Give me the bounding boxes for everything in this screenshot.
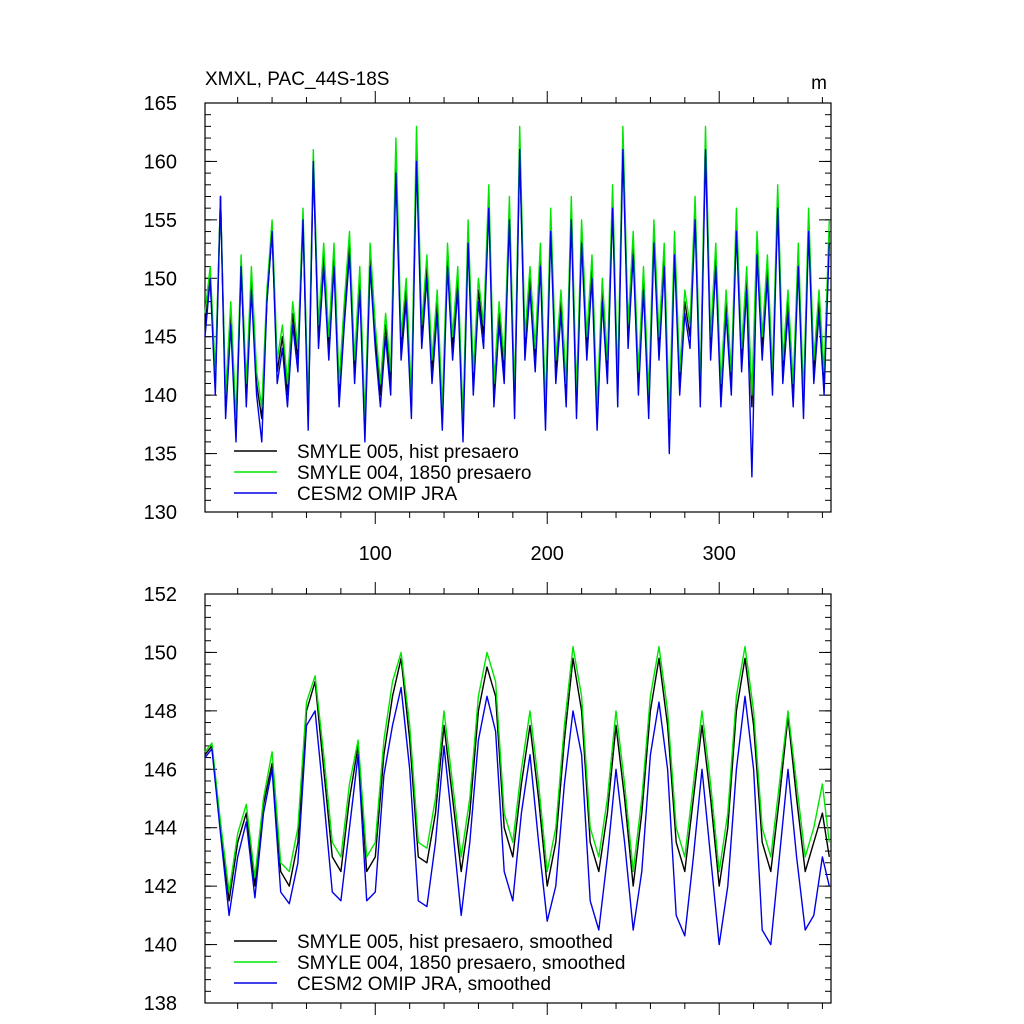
x-tick-label: 300 (703, 543, 736, 565)
y-tick-label: 130 (144, 502, 177, 524)
x-tick-label: 200 (531, 543, 564, 565)
series-line-blue (204, 148, 830, 478)
y-tick-label: 155 (144, 210, 177, 232)
y-tick-label: 138 (144, 993, 177, 1015)
series-line-green (204, 645, 830, 893)
y-tick-label: 160 (144, 151, 177, 173)
y-tick-label: 165 (144, 93, 177, 115)
x-tick-label: 100 (359, 543, 392, 565)
legend-label: CESM2 OMIP JRA (297, 484, 457, 505)
legend-label: CESM2 OMIP JRA, smoothed (297, 974, 551, 995)
legend-label: SMYLE 004, 1850 presaero, smoothed (297, 953, 625, 974)
y-tick-label: 144 (144, 818, 177, 840)
y-tick-label: 148 (144, 701, 177, 723)
legend-label: SMYLE 005, hist presaero (297, 442, 519, 463)
y-tick-label: 140 (144, 385, 177, 407)
top-panel: XMXL, PAC_44S-18S m 130 135 140 145 150 155 160 1… (144, 69, 832, 565)
series-line-black (204, 657, 830, 902)
y-tick-label: 145 (144, 327, 177, 349)
plot-frame (204, 593, 832, 1004)
units-label: m (811, 73, 827, 94)
y-tick-label: 150 (144, 642, 177, 664)
y-tick-label: 142 (144, 876, 177, 898)
y-tick-label: 140 (144, 935, 177, 957)
chart-title: XMXL, PAC_44S-18S (205, 69, 389, 90)
y-tick-label: 146 (144, 759, 177, 781)
y-tick-label: 152 (144, 584, 177, 606)
legend-label: SMYLE 005, hist presaero, smoothed (297, 932, 613, 953)
legend-label: SMYLE 004, 1850 presaero (297, 463, 532, 484)
bottom-panel: 138 140 142 144 146 148 150 152 SMYLE 005, hist … (144, 582, 832, 1015)
y-tick-label: 150 (144, 268, 177, 290)
series-line-blue (204, 686, 830, 946)
y-tick-label: 135 (144, 444, 177, 466)
